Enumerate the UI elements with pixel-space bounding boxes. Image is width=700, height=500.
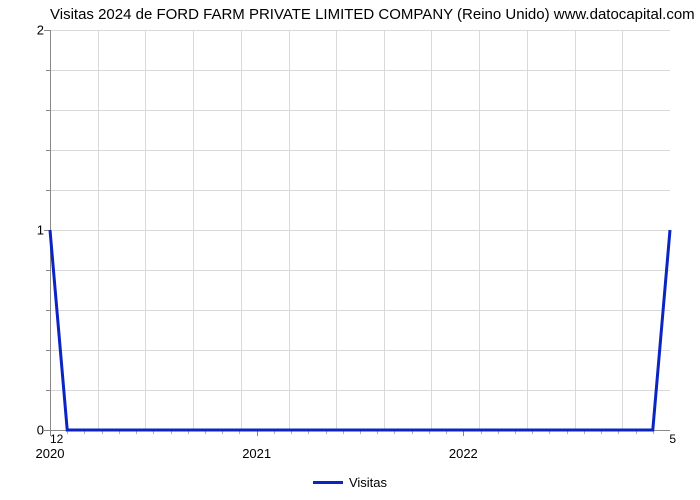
legend-swatch: [313, 481, 343, 484]
line-series: [50, 30, 670, 430]
chart-title: Visitas 2024 de FORD FARM PRIVATE LIMITE…: [50, 6, 695, 23]
chart-container: Visitas 2024 de FORD FARM PRIVATE LIMITE…: [0, 0, 700, 500]
x-left-end-label: 12: [50, 432, 63, 446]
y-tick-label: 0: [4, 423, 44, 438]
x-tick-label: 2021: [242, 446, 271, 461]
legend: Visitas: [0, 474, 700, 490]
y-tick-label: 2: [4, 23, 44, 38]
x-tick-label: 2022: [449, 446, 478, 461]
y-tick-label: 1: [4, 223, 44, 238]
x-right-end-label: 5: [669, 432, 676, 446]
x-tick-label: 2020: [36, 446, 65, 461]
legend-label: Visitas: [349, 475, 387, 490]
